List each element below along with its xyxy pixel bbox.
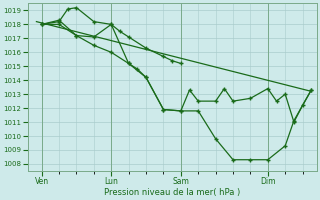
X-axis label: Pression niveau de la mer( hPa ): Pression niveau de la mer( hPa ) — [104, 188, 240, 197]
